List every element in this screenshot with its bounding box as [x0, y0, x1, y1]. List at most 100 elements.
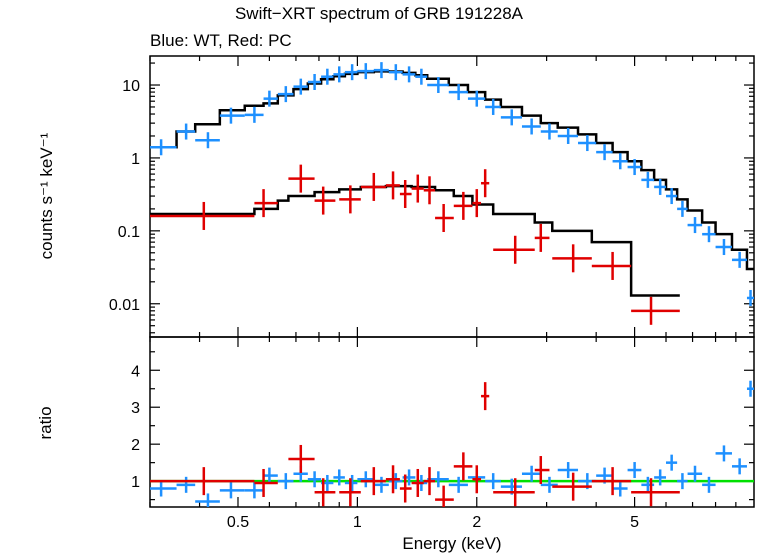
y-tick-label: 4: [131, 363, 140, 380]
data-point: [612, 153, 628, 170]
data-point: [150, 480, 177, 497]
data-point: [746, 380, 754, 397]
data-point: [453, 452, 473, 481]
data-point: [423, 467, 436, 496]
data-point: [485, 473, 501, 490]
data-point: [427, 471, 449, 488]
data-point: [453, 191, 473, 220]
data-point: [339, 478, 361, 507]
data-point: [219, 482, 245, 499]
data-point: [521, 465, 541, 482]
y-tick-label: 1: [131, 474, 140, 491]
data-point: [423, 176, 436, 205]
data-point: [631, 296, 680, 325]
data-point: [631, 478, 680, 507]
data-point: [591, 467, 632, 496]
data-point: [195, 132, 220, 149]
data-point: [687, 217, 703, 234]
x-tick-label: 2: [472, 514, 481, 531]
data-point: [687, 465, 703, 482]
data-point: [402, 66, 416, 83]
data-point: [677, 200, 688, 217]
data-point: [388, 64, 403, 81]
data-point: [702, 226, 716, 243]
model-line: [150, 184, 680, 297]
data-point: [627, 462, 642, 479]
data-point: [534, 223, 550, 252]
data-point: [552, 472, 592, 501]
data-point: [307, 73, 322, 90]
data-point: [307, 471, 322, 488]
ratio-panel: 0.5 1 2 5 1 2 3 4: [131, 336, 755, 531]
x-tick-label: 5: [630, 514, 639, 531]
data-point: [485, 98, 501, 115]
data-point: [293, 78, 308, 95]
y-tick-label: 3: [131, 400, 140, 417]
x-tick-label: 0.5: [227, 514, 249, 531]
data-point: [360, 467, 386, 496]
data-point: [467, 90, 486, 107]
data-point: [357, 471, 374, 488]
spectrum-panel: 0.01 0.1 1 10: [109, 55, 755, 338]
data-point: [388, 473, 403, 490]
data-point: [493, 478, 535, 507]
data-point: [641, 171, 655, 188]
x-axis-label: Energy (keV): [402, 534, 502, 553]
data-point: [435, 204, 454, 233]
data-point: [333, 66, 345, 83]
data-point: [411, 174, 424, 203]
data-point: [612, 480, 628, 497]
data-point: [399, 474, 412, 503]
data-point: [399, 180, 412, 209]
data-point: [314, 186, 336, 215]
data-point: [677, 473, 688, 490]
top-y-axis-label: counts s⁻¹ keV⁻¹: [37, 132, 56, 260]
data-point: [521, 118, 541, 135]
data-point: [314, 478, 336, 507]
data-point: [415, 68, 428, 85]
data-point: [219, 107, 245, 124]
data-point: [385, 171, 400, 200]
data-point: [150, 139, 177, 156]
data-point: [385, 465, 400, 494]
data-point: [481, 382, 490, 411]
data-point: [666, 188, 678, 205]
data-point: [263, 467, 278, 484]
data-point: [448, 84, 468, 101]
data-point: [540, 123, 558, 140]
x-tick-label: 1: [353, 514, 362, 531]
data-point: [339, 185, 361, 214]
data-point: [481, 169, 490, 198]
data-point: [321, 68, 334, 85]
data-point: [254, 189, 278, 218]
data-point: [596, 144, 613, 161]
data-point: [373, 476, 389, 493]
data-point: [534, 456, 550, 485]
data-point: [411, 468, 424, 497]
data-point: [557, 127, 579, 144]
data-point: [435, 485, 454, 507]
data-point: [552, 244, 592, 273]
data-point: [472, 189, 482, 218]
data-point: [360, 172, 386, 201]
data-point: [288, 164, 315, 193]
data-point: [448, 476, 468, 493]
chart-title: Swift−XRT spectrum of GRB 191228A: [234, 4, 524, 23]
data-point: [731, 458, 747, 475]
data-point: [150, 201, 255, 230]
data-point: [277, 86, 294, 103]
y-tick-label: 0.1: [118, 224, 140, 241]
data-point: [731, 251, 747, 268]
data-point: [654, 178, 667, 195]
data-point: [500, 109, 522, 126]
data-point: [244, 106, 264, 123]
data-point: [578, 135, 597, 152]
data-point: [427, 77, 449, 94]
plot-frame: [149, 336, 755, 508]
data-point: [176, 123, 196, 140]
data-point: [344, 64, 358, 81]
data-point: [254, 468, 278, 497]
data-point: [654, 469, 667, 486]
data-point: [472, 465, 482, 494]
